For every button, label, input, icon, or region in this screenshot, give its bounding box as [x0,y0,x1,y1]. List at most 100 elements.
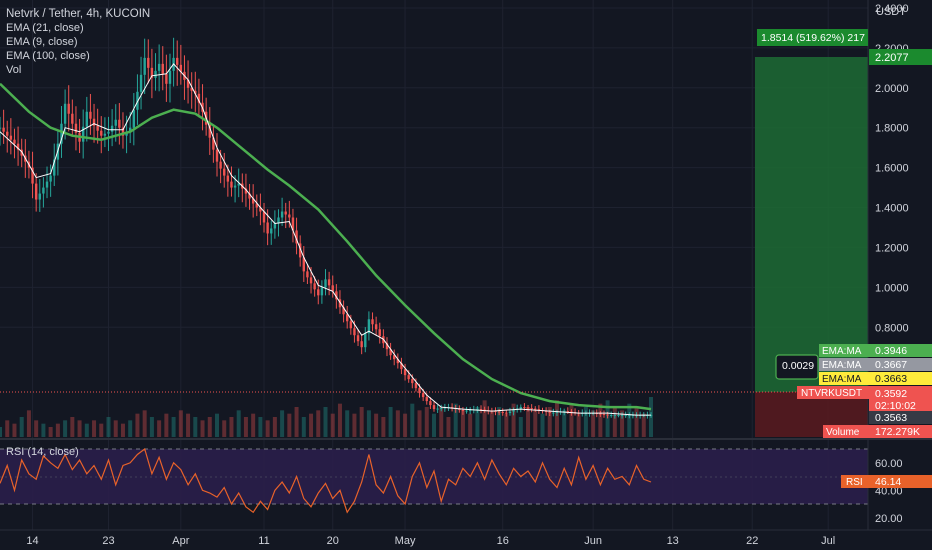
candle-body [385,343,389,350]
candle-body [425,397,428,402]
price-label-symbol-value-box [869,386,932,412]
time-tick-label: 23 [102,535,114,547]
volume-bar [374,413,379,437]
candle-body [364,333,367,348]
price-label-volume: Volume 172.279K [823,425,932,438]
volume-bar [207,417,212,437]
candle-body [45,181,49,188]
volume-bar [605,400,610,437]
time-tick-label: 14 [26,535,38,547]
candle-body [302,257,305,272]
rsi-line[interactable] [0,447,652,514]
volume-bar [309,413,314,437]
candle-body [523,407,526,409]
price-label-ema-ma-3-value-box [869,372,932,385]
time-axis[interactable]: 14 23 Apr 11 20 May 16 Jun 13 22 Jul [26,535,835,547]
volume-bar [330,413,335,437]
candle-body [526,407,530,409]
candle-body [421,393,425,398]
volume-bar [200,420,205,437]
price-label-low-box [869,411,932,424]
candle-body [613,415,617,417]
price-label-ema-ma-1: EMA:MA 0.3946 [819,344,932,357]
candle-body [342,307,345,315]
volume-bar [280,410,285,437]
rsi-title[interactable]: RSI (14, close) [6,446,79,458]
indicator-ema100[interactable]: EMA (100, close) [6,50,90,62]
rsi-value-box [869,475,932,488]
price-tick-label: 2.4000 [875,3,909,15]
volume-bar [301,417,306,437]
price-label-volume-value: 172.279K [875,426,920,438]
candle-body [555,412,559,414]
volume-bar [34,420,39,437]
volume-bar [171,417,176,437]
candle-body [335,291,338,300]
volume-bar [157,420,162,437]
volume-bar [526,407,531,437]
indicator-ema9[interactable]: EMA (9, close) [6,36,78,48]
time-tick-label: 13 [667,535,679,547]
volume-bar [627,403,632,437]
indicator-volume[interactable]: Vol [6,64,21,76]
price-label-ema-ma-2-name-box [819,358,869,371]
price-label-volume-name-box [823,425,869,438]
candle-body [157,63,161,71]
candle-body [367,319,371,334]
price-label-ema-ma-3-name-box [819,372,869,385]
chart-title[interactable]: Netvrk / Tether, 4h, KUCOIN [6,8,150,20]
price-label-ema-ma-2: EMA:MA 0.3667 [819,358,932,371]
candle-body [154,70,157,78]
candle-body [393,355,396,360]
candle-body [0,127,2,129]
candle-body [306,271,309,278]
rsi-tick-label: 20.00 [875,513,903,525]
time-tick-label: Apr [172,535,189,547]
time-tick-label: 22 [746,535,758,547]
candle-body [309,277,313,284]
price-tick-label: 1.8000 [875,123,909,135]
candle-body [259,207,262,212]
candle-body [67,103,70,114]
time-tick-label: 20 [327,535,339,547]
candle-body [610,415,613,417]
indicator-ema21[interactable]: EMA (21, close) [6,22,84,34]
candle-body [624,415,627,417]
candle-body [570,411,573,413]
candle-body [277,217,280,224]
candle-body [436,408,439,410]
price-tick-label: 0.8000 [875,322,909,334]
candle-body [147,57,150,68]
volume-bar [489,410,494,437]
price-label-ema-ma-1-value: 0.3946 [875,345,907,357]
candle-body [9,135,13,140]
volume-bar [265,420,270,437]
candle-body [400,363,403,370]
candle-body [544,411,548,413]
rsi-axis: 60.00 40.00 20.00 [875,458,903,525]
profit-zone[interactable] [755,57,868,392]
candle-body [161,63,164,74]
candle-body [313,283,316,290]
candle-body [38,193,41,200]
candle-body [497,411,501,413]
candle-body [291,217,295,231]
candle-body [374,324,378,330]
ema100-line[interactable] [0,82,652,411]
volume-bar [417,410,422,437]
candle-body [530,408,533,410]
candle-body [230,181,233,188]
volume-bar [5,420,10,437]
rsi-label: RSI [846,477,863,488]
price-label-volume-value-box [869,425,932,438]
ema9-line[interactable] [0,63,651,416]
candle-body [110,125,114,132]
candle-body [440,408,443,410]
entry-label-box[interactable] [775,354,819,380]
candle-body [338,299,342,308]
volume-bar [12,423,17,437]
price-axis[interactable]: 2.40002.20002.00001.80001.60001.40001.20… [875,3,909,334]
candle-body [396,359,400,364]
candle-body [360,341,363,348]
